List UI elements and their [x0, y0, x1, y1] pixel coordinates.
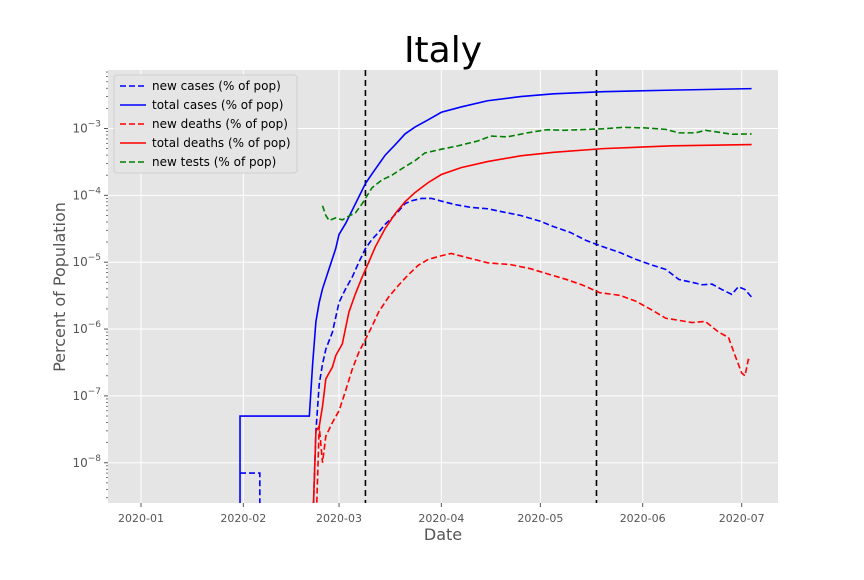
x-tick-label: 2020-01 — [118, 512, 164, 525]
series-line-1 — [240, 197, 753, 503]
x-tick-label: 2020-06 — [620, 512, 666, 525]
x-axis-label: Date — [424, 525, 462, 544]
legend-box — [113, 74, 298, 174]
series-lines — [239, 87, 753, 503]
y-tick-label-base: 10 — [72, 188, 87, 202]
series-line-2 — [239, 87, 752, 503]
legend-label: new cases (% of pop) — [152, 79, 281, 93]
y-tick-label-exponent: −6 — [88, 320, 102, 330]
x-axis-ticks: 2020-01 2020-02 2020-03 2020-04 2020-05 2020-… — [118, 503, 765, 525]
y-tick-label-exponent: −8 — [88, 454, 102, 464]
x-tick-label: 2020-04 — [418, 512, 464, 525]
y-tick-label-base: 10 — [72, 389, 87, 403]
y-tick-label-exponent: −4 — [88, 186, 102, 196]
y-tick-label: 10−6 — [72, 320, 101, 336]
y-tick-label: 10−3 — [72, 119, 101, 135]
y-axis-ticks: 10−810−710−610−510−410−3 — [72, 71, 108, 499]
y-tick-label-base: 10 — [72, 255, 87, 269]
legend-label: total deaths (% of pop) — [152, 136, 291, 150]
legend-label: new deaths (% of pop) — [152, 117, 288, 131]
y-tick-label-base: 10 — [72, 121, 87, 135]
series-line-3 — [315, 252, 752, 503]
y-axis-label: Percent of Population — [50, 202, 69, 372]
y-tick-label-base: 10 — [72, 322, 87, 336]
y-tick-label: 10−7 — [72, 387, 101, 403]
y-tick-label: 10−5 — [72, 253, 101, 269]
x-tick-label: 2020-03 — [316, 512, 362, 525]
y-tick-label-exponent: −7 — [88, 387, 101, 397]
legend: new cases (% of pop) total cases (% of po… — [113, 74, 298, 174]
legend-label: total cases (% of pop) — [152, 98, 283, 112]
x-tick-label: 2020-07 — [719, 512, 765, 525]
chart-title: Italy — [404, 30, 482, 71]
y-tick-label-exponent: −5 — [88, 253, 101, 263]
x-tick-label: 2020-05 — [517, 512, 563, 525]
legend-label: new tests (% of pop) — [152, 155, 276, 169]
y-tick-label-exponent: −3 — [88, 119, 101, 129]
y-tick-label-base: 10 — [72, 456, 87, 470]
x-tick-label: 2020-02 — [220, 512, 266, 525]
y-tick-label: 10−4 — [72, 186, 101, 202]
series-line-5 — [321, 126, 752, 222]
vertical-markers — [364, 70, 598, 503]
series-line-4 — [312, 143, 752, 503]
y-tick-label: 10−8 — [72, 454, 101, 470]
